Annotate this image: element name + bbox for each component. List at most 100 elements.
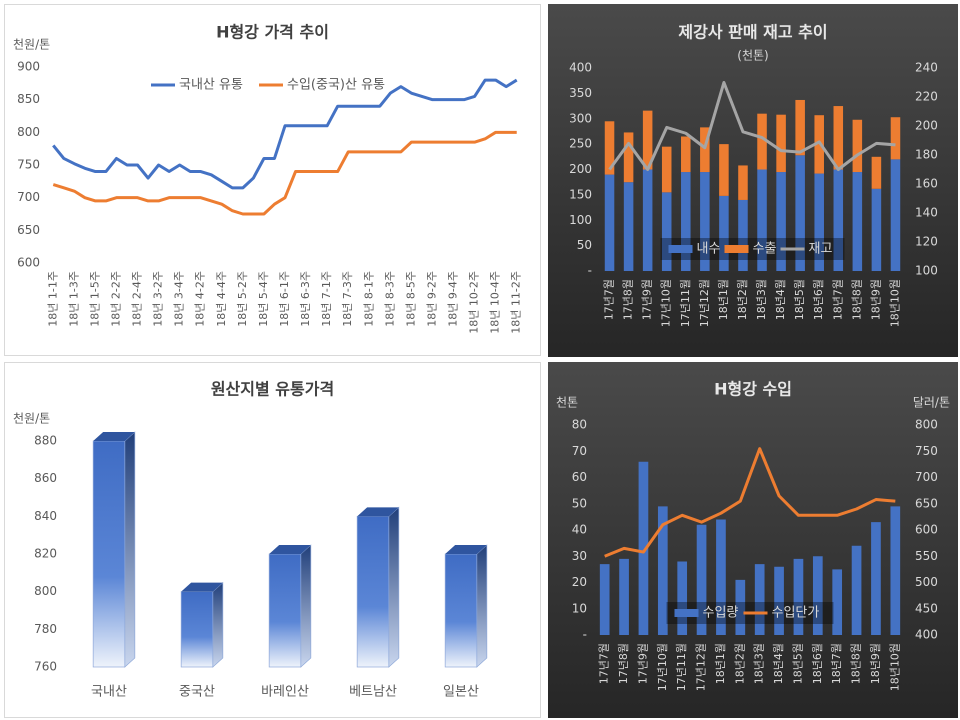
bar	[833, 169, 844, 271]
legend-label: 수출	[753, 242, 777, 257]
bar	[832, 569, 843, 635]
y-tick-label: 400	[569, 61, 592, 75]
y-tick-label: 900	[17, 60, 40, 74]
y-tick-label: 150	[569, 187, 592, 201]
bar	[871, 156, 882, 189]
legend-label: 국내산 유통	[179, 78, 243, 93]
x-tick-label: 18년 4-4주	[215, 271, 228, 327]
y-tick-label: 800	[34, 584, 57, 598]
bar	[623, 182, 634, 271]
panel	[4, 4, 541, 356]
x-tick-label: 18년 3-4주	[173, 271, 186, 327]
x-tick-label: 18년 1-5주	[88, 271, 101, 327]
bar-side	[212, 581, 224, 668]
y-tick-label: 50	[577, 238, 592, 252]
line	[52, 78, 518, 190]
y-tick-label: 840	[34, 509, 57, 523]
legend-label: 재고	[809, 242, 833, 257]
bar	[890, 159, 901, 271]
panel	[548, 4, 958, 357]
y2-tick-label: 650	[915, 496, 938, 510]
y2-tick-label: 180	[915, 148, 938, 162]
legend-swatch	[674, 609, 699, 617]
chart-title: H형강 가격 추이	[216, 23, 329, 42]
x-tick-label: 18년5월	[791, 643, 804, 684]
bar	[657, 506, 668, 635]
x-tick-label: 18년 1-3주	[67, 271, 80, 327]
x-tick-label: 베트남산	[349, 685, 397, 700]
y2-tick-label: 200	[915, 119, 938, 133]
x-tick-label: 17년10월	[656, 643, 669, 691]
y-tick-label: 300	[569, 111, 592, 125]
y2-tick-label: 100	[915, 264, 938, 278]
bar	[619, 558, 629, 635]
x-tick-label: 18년 7-1주	[320, 271, 333, 327]
x-tick-label: 18년2월	[736, 279, 749, 320]
x-tick-label: 18년 10-2주	[468, 271, 481, 334]
y2-tick-label: 140	[915, 206, 938, 220]
bar	[716, 519, 726, 635]
bar	[696, 524, 707, 635]
bar-side	[476, 544, 488, 668]
bar	[776, 172, 786, 271]
y2-tick-label: 400	[915, 628, 938, 642]
chart-title: 제강사 판매 재고 추이	[678, 23, 827, 42]
bar-top	[93, 432, 135, 441]
y-tick-label: 600	[17, 256, 40, 270]
x-tick-label: 18년2월	[733, 643, 746, 684]
x-tick-label: 18년 9-4주	[447, 271, 460, 327]
x-tick-label: 18년6월	[812, 279, 825, 320]
x-tick-label: 17년11월	[679, 279, 692, 327]
bar	[814, 173, 824, 271]
line	[608, 81, 896, 171]
bar	[757, 113, 767, 170]
bar-side	[388, 506, 400, 668]
x-tick-label: 17년9월	[641, 279, 654, 320]
x-tick-label: 18년4월	[772, 643, 785, 684]
y-tick-label: 250	[569, 137, 592, 151]
y2-tick-label: 160	[915, 177, 938, 191]
chart-title: 원산지별 유통가격	[211, 380, 334, 399]
bar	[812, 556, 823, 635]
bar	[795, 99, 805, 156]
y-tick-label: 750	[17, 158, 40, 172]
x-tick-label: 17년8월	[617, 643, 630, 684]
bar	[738, 199, 748, 271]
bar	[599, 564, 610, 635]
bar	[754, 564, 765, 635]
y-tick-label: 10	[572, 601, 587, 615]
bar-top	[357, 507, 399, 517]
x-tick-label: 17년10월	[660, 279, 673, 327]
bar	[604, 174, 615, 271]
y-tick-label: 700	[17, 190, 40, 204]
bar	[871, 522, 881, 635]
x-tick-label: 일본산	[443, 685, 479, 700]
y-axis-title: 천원/톤	[13, 37, 50, 52]
y2-tick-label: 800	[915, 418, 938, 432]
bar	[793, 558, 804, 635]
bar	[623, 132, 634, 183]
x-tick-label: 18년 1-1주	[46, 271, 59, 327]
y-tick-label: -	[588, 264, 592, 278]
y-tick-label: 860	[34, 471, 57, 485]
y2-tick-label: 700	[915, 470, 938, 484]
legend-label: 수입단가	[772, 606, 820, 621]
y-tick-label: 780	[34, 622, 57, 636]
x-tick-label: 18년10월	[888, 279, 901, 327]
x-tick-label: 18년7월	[831, 279, 844, 320]
x-tick-label: 18년 5-4주	[257, 271, 270, 327]
y2-tick-label: 120	[915, 235, 938, 249]
bar	[642, 169, 653, 271]
bar	[890, 506, 901, 635]
bar	[851, 545, 862, 635]
y-tick-label: 820	[34, 547, 57, 561]
y-tick-label: 100	[569, 213, 592, 227]
bar	[852, 119, 863, 173]
x-tick-label: 18년 4-2주	[194, 271, 207, 327]
bar	[700, 127, 710, 173]
bar	[757, 169, 767, 271]
bar-top	[181, 582, 223, 592]
